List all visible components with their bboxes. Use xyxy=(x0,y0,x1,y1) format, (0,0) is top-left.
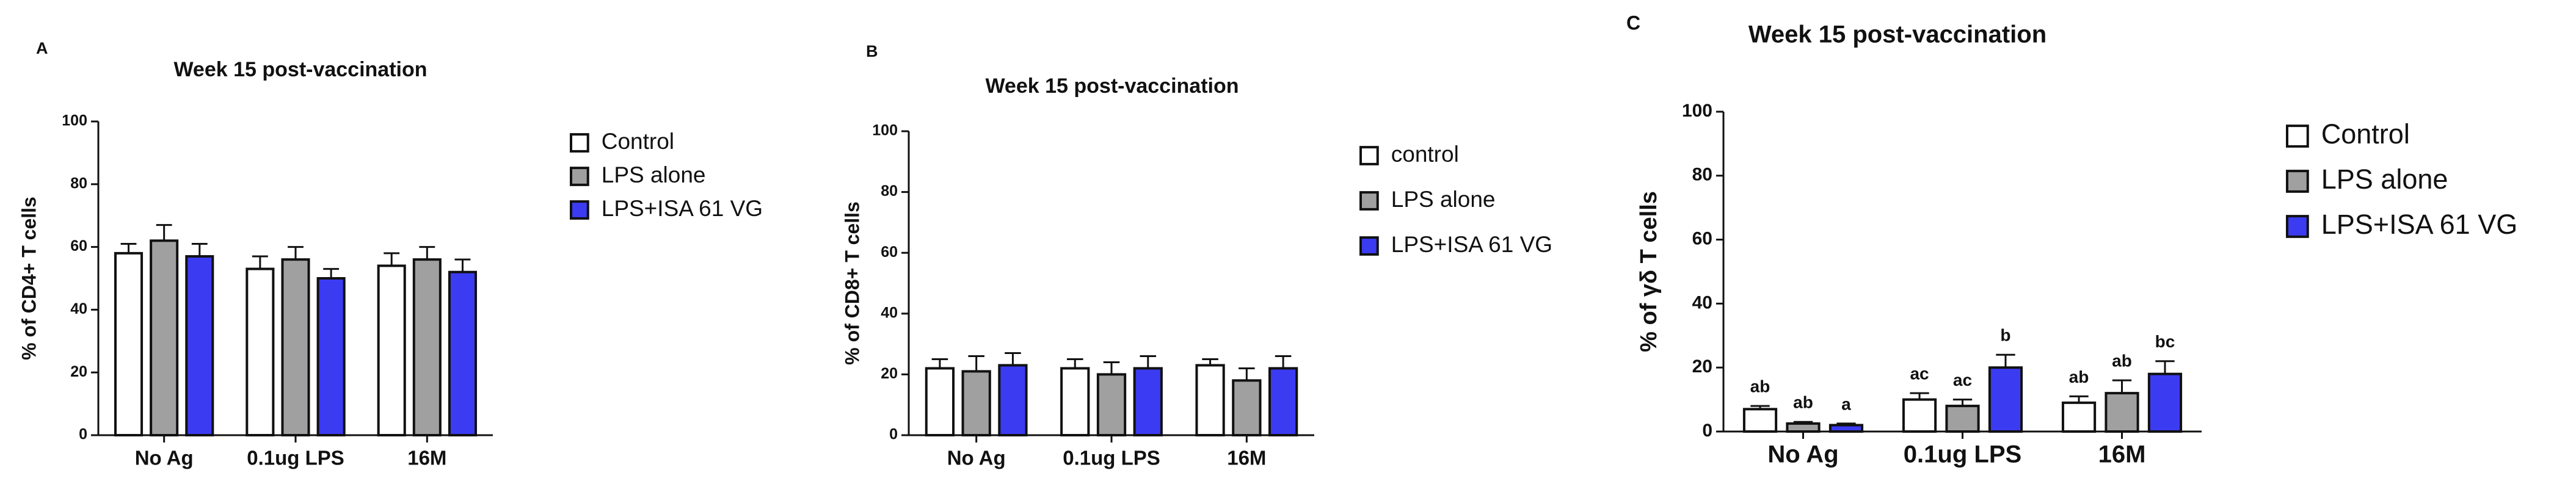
bar xyxy=(377,264,406,436)
y-tick-label: 0 xyxy=(79,426,87,443)
y-axis-label: % of γδ T cells xyxy=(1636,191,1662,352)
legend-swatch xyxy=(2286,215,2309,238)
bar xyxy=(448,270,478,436)
legend-label: control xyxy=(1391,142,1459,167)
bar xyxy=(1232,379,1262,436)
bar xyxy=(281,258,310,436)
x-tick-label: 0.1ug LPS xyxy=(1904,441,2021,468)
bar xyxy=(114,251,144,436)
legend-label: LPS alone xyxy=(2321,164,2448,195)
bar xyxy=(1945,405,1980,433)
bar xyxy=(1742,408,1778,433)
bar xyxy=(961,370,991,436)
chart-title: Week 15 post-vaccination xyxy=(1748,21,2047,48)
y-tick-label: 0 xyxy=(1702,421,1712,441)
x-tick-label: 16M xyxy=(2098,441,2146,468)
y-tick-label: 80 xyxy=(881,182,898,200)
y-tick-label: 40 xyxy=(70,300,87,317)
bar xyxy=(1060,367,1090,436)
bar xyxy=(246,267,275,436)
bar xyxy=(2061,401,2097,433)
bar xyxy=(925,367,955,436)
bar xyxy=(1828,424,1864,433)
y-tick-label: 100 xyxy=(1682,101,1712,121)
y-tick-label: 60 xyxy=(881,244,898,261)
significance-letter: ab xyxy=(1793,393,1813,412)
y-tick-label: 80 xyxy=(70,175,87,192)
panel-label: B xyxy=(866,42,878,60)
legend-swatch xyxy=(570,133,589,153)
legend-label: LPS alone xyxy=(602,162,706,187)
bar xyxy=(1096,373,1127,437)
significance-letter: bc xyxy=(2155,332,2175,351)
y-tick-label: 0 xyxy=(889,426,898,443)
legend-label: LPS alone xyxy=(1391,187,1496,212)
legend-label: LPS+ISA 61 VG xyxy=(602,196,763,221)
y-tick-label: 100 xyxy=(62,112,87,129)
y-tick-label: 20 xyxy=(1692,356,1712,377)
y-tick-label: 40 xyxy=(881,304,898,321)
significance-letter: ab xyxy=(2069,367,2089,386)
y-tick-label: 80 xyxy=(1692,165,1712,185)
chart-title: Week 15 post-vaccination xyxy=(985,74,1239,98)
legend-swatch xyxy=(1359,191,1379,211)
legend-swatch xyxy=(1359,236,1379,256)
x-tick-label: No Ag xyxy=(1767,441,1838,468)
panel-label: C xyxy=(1626,12,1640,34)
x-tick-label: 16M xyxy=(1227,447,1266,469)
legend-swatch xyxy=(570,167,589,186)
legend-swatch xyxy=(1359,146,1379,165)
x-tick-label: 16M xyxy=(407,447,446,469)
y-tick-label: 60 xyxy=(1692,229,1712,249)
y-tick-label: 100 xyxy=(872,122,898,139)
legend-swatch xyxy=(2286,170,2309,193)
legend-label: LPS+ISA 61 VG xyxy=(1391,232,1552,257)
panel-label: A xyxy=(36,39,48,57)
bar xyxy=(1786,422,1821,433)
x-tick-label: No Ag xyxy=(947,447,1006,469)
y-tick-label: 60 xyxy=(70,237,87,255)
chart-title: Week 15 post-vaccination xyxy=(173,58,427,81)
significance-letter: ac xyxy=(1910,364,1929,383)
y-axis-label: % of CD4+ T cells xyxy=(18,197,40,360)
bar xyxy=(1902,398,1937,433)
x-tick-label: No Ag xyxy=(135,447,194,469)
bar xyxy=(412,258,442,436)
y-tick-label: 20 xyxy=(70,363,87,380)
bar xyxy=(185,255,214,436)
x-tick-label: 0.1ug LPS xyxy=(1063,447,1160,469)
legend-label: Control xyxy=(602,129,674,154)
legend-swatch xyxy=(2286,125,2309,148)
bar xyxy=(1133,367,1163,436)
bar xyxy=(1988,366,2023,433)
bar xyxy=(1268,367,1298,436)
significance-letter: b xyxy=(2000,326,2010,345)
y-axis-label: % of CD8+ T cells xyxy=(841,201,863,365)
y-tick-label: 20 xyxy=(881,365,898,382)
legend-label: LPS+ISA 61 VG xyxy=(2321,209,2517,240)
bar xyxy=(1195,364,1225,437)
bar xyxy=(998,364,1028,437)
significance-letter: ab xyxy=(2112,352,2132,370)
bar xyxy=(2147,372,2183,433)
bar xyxy=(316,277,346,436)
bar xyxy=(2105,392,2139,433)
y-tick-label: 40 xyxy=(1692,292,1712,313)
legend-label: Control xyxy=(2321,118,2410,150)
significance-letter: a xyxy=(1841,394,1851,413)
legend-swatch xyxy=(570,200,589,220)
significance-letter: ac xyxy=(1953,370,1972,389)
x-tick-label: 0.1ug LPS xyxy=(247,447,344,469)
significance-letter: ab xyxy=(1750,377,1770,396)
bar xyxy=(150,239,179,436)
